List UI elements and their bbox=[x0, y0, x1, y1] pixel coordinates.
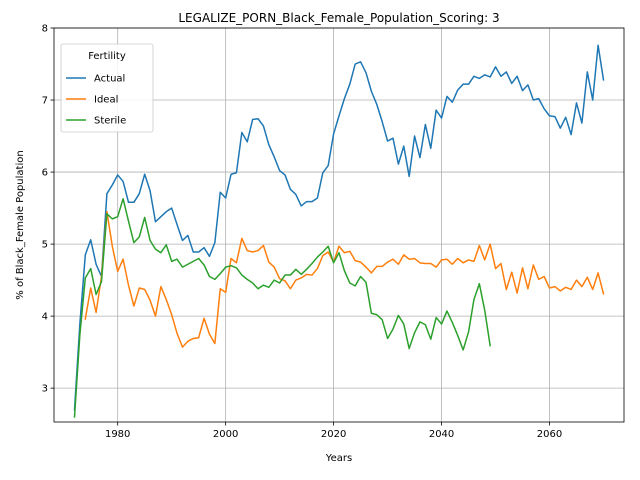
x-tick-label: 2040 bbox=[429, 429, 454, 440]
x-axis-label: Years bbox=[325, 453, 352, 464]
x-tick-label: 1980 bbox=[105, 429, 130, 440]
x-tick-label: 2000 bbox=[213, 429, 238, 440]
x-tick-label: 2020 bbox=[321, 429, 346, 440]
y-tick-label: 4 bbox=[42, 312, 48, 323]
x-tick-label: 2060 bbox=[537, 429, 562, 440]
legend-box bbox=[60, 43, 154, 133]
y-tick-label: 7 bbox=[42, 96, 48, 107]
series-line-ideal bbox=[84, 210, 605, 348]
series-lines bbox=[73, 44, 605, 418]
series-line-actual bbox=[73, 44, 605, 411]
chart-title: LEGALIZE_PORN_Black_Female_Population_Sc… bbox=[178, 11, 499, 25]
legend-title: Fertility bbox=[88, 51, 126, 62]
legend: Fertility Actual Ideal Sterile bbox=[60, 43, 154, 133]
series-line-sterile bbox=[73, 197, 491, 418]
legend-label-actual: Actual bbox=[94, 74, 125, 85]
y-tick-label: 5 bbox=[42, 240, 48, 251]
legend-label-sterile: Sterile bbox=[94, 116, 126, 127]
y-tick-label: 8 bbox=[42, 24, 48, 35]
plot-frame bbox=[53, 27, 625, 423]
x-axis-ticks: 1980 2000 2020 2040 2060 bbox=[105, 422, 562, 440]
y-axis-ticks: 3 4 5 6 7 8 bbox=[42, 24, 54, 395]
legend-label-ideal: Ideal bbox=[94, 95, 118, 106]
y-tick-label: 3 bbox=[42, 384, 48, 395]
y-axis-label: % of Black_Female Population bbox=[15, 150, 26, 299]
y-tick-label: 6 bbox=[42, 168, 48, 179]
